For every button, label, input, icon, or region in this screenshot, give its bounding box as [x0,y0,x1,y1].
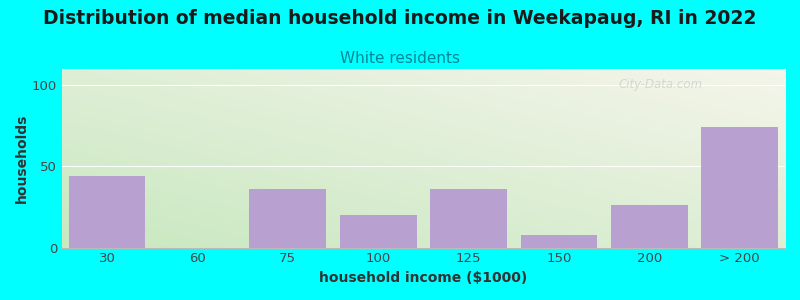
Bar [430,189,507,248]
Bar [340,215,417,248]
Bar [611,206,688,248]
Text: Distribution of median household income in Weekapaug, RI in 2022: Distribution of median household income … [43,9,757,28]
Bar [69,176,146,248]
Bar [702,128,778,248]
X-axis label: household income ($1000): household income ($1000) [319,271,527,285]
Text: White residents: White residents [340,51,460,66]
Bar [250,189,326,248]
Bar [521,235,598,248]
Y-axis label: households: households [15,114,29,203]
Text: City-Data.com: City-Data.com [618,78,703,91]
